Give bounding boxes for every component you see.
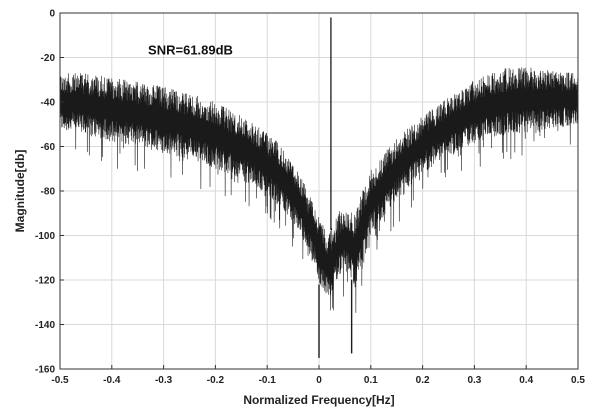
y-axis-label: Magnitude[db]	[13, 150, 27, 233]
y-tick-label: -60	[41, 142, 56, 153]
x-tick-label: 0.1	[364, 375, 378, 386]
x-tick-label: -0.5	[51, 375, 69, 386]
x-tick-label: -0.1	[259, 375, 277, 386]
y-tick-label: -140	[35, 320, 55, 331]
snr-annotation: SNR=61.89dB	[148, 43, 233, 58]
y-tick-label: -20	[41, 53, 56, 64]
x-tick-label: 0	[316, 375, 322, 386]
x-tick-label: -0.2	[207, 375, 225, 386]
y-tick-label: -80	[41, 187, 56, 198]
noise-floor-trace	[59, 67, 579, 313]
x-tick-label: 0.5	[571, 375, 585, 386]
y-tick-label: 0	[49, 9, 55, 20]
x-tick-label: -0.4	[103, 375, 121, 386]
x-tick-label: -0.3	[155, 375, 173, 386]
ticks: -0.5 -0.4 -0.3 -0.2 -0.1 0 0.1 0.2 0.3 0.4 0.5 0 -20…	[35, 9, 585, 387]
x-tick-label: 0.2	[416, 375, 430, 386]
x-tick-label: 0.4	[519, 375, 533, 386]
x-axis-label: Normalized Frequency[Hz]	[243, 393, 394, 407]
y-tick-label: -160	[35, 365, 55, 376]
spectrum-trace	[59, 17, 579, 358]
y-tick-label: -40	[41, 98, 56, 109]
x-tick-label: 0.3	[467, 375, 481, 386]
y-tick-label: -120	[35, 276, 55, 287]
y-tick-label: -100	[35, 231, 55, 242]
